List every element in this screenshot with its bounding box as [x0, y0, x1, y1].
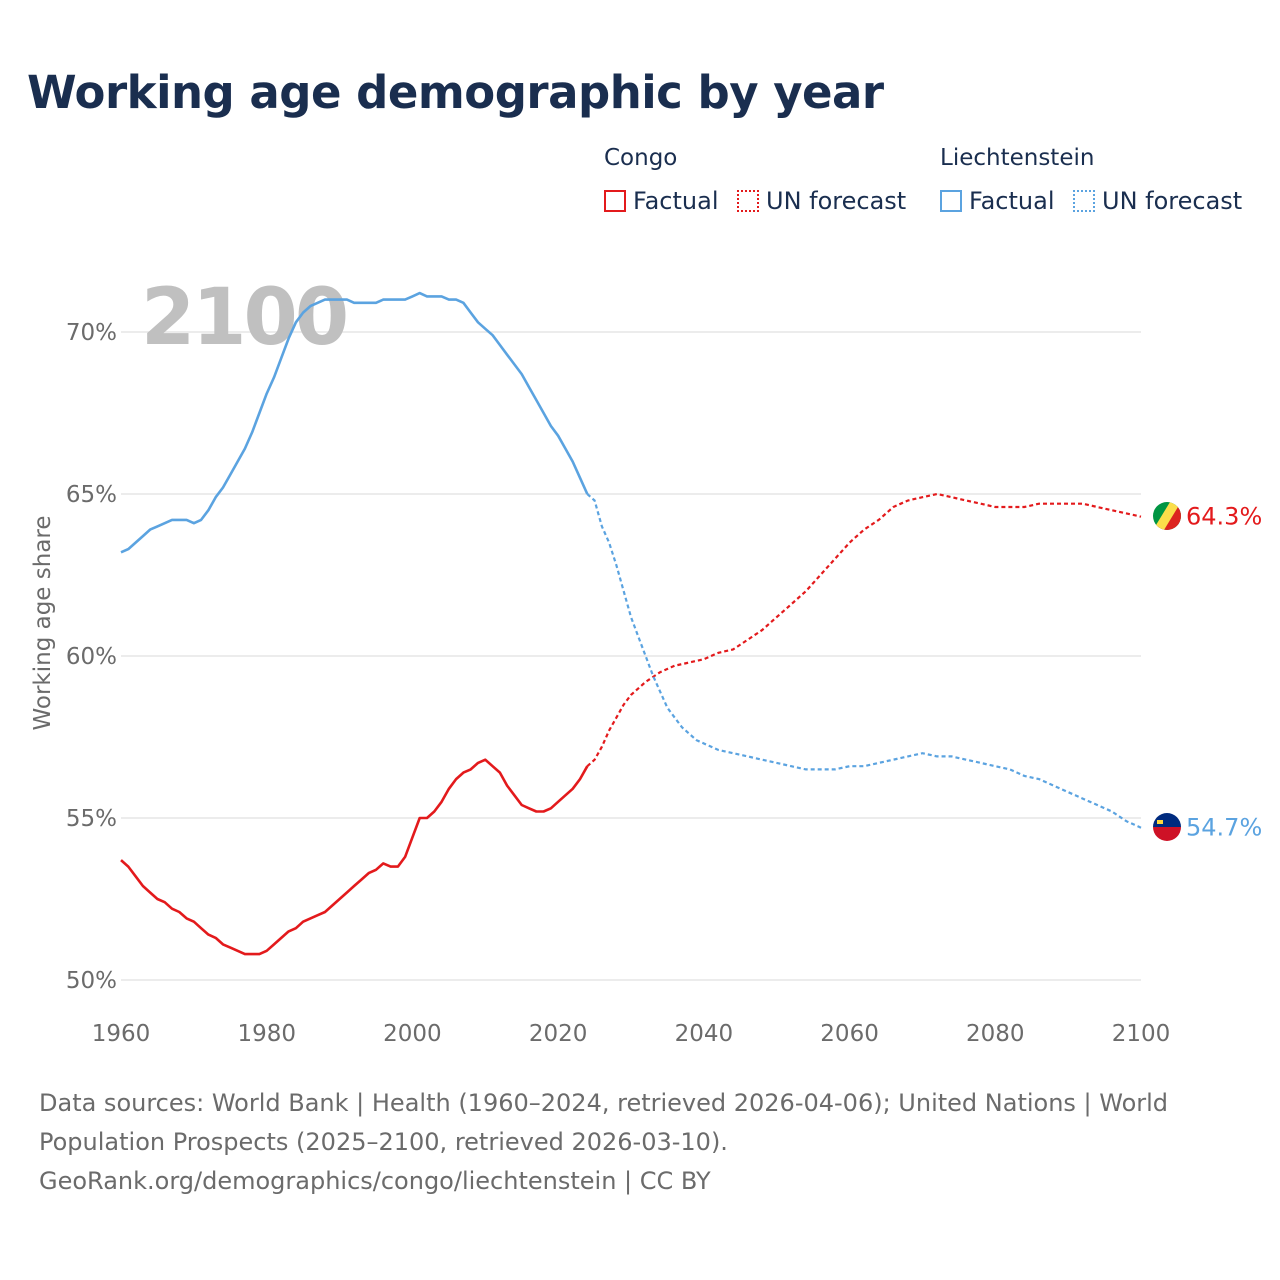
legend-label-congo-factual: Factual: [633, 187, 719, 215]
y-tick-label: 50%: [66, 968, 117, 994]
legend-liechtenstein-forecast[interactable]: UN forecast: [1073, 186, 1242, 216]
series-lines: [120, 291, 1142, 956]
footer-sources-line2: Population Prospects (2025–2100, retriev…: [39, 1128, 728, 1156]
x-tick-label: 2060: [820, 1021, 879, 1047]
y-axis-label: Working age share: [30, 515, 56, 730]
y-axis-ticks: 50% 55% 60% 65% 70%: [66, 320, 117, 994]
legend-swatch-congo-factual: [604, 190, 626, 212]
x-tick-label: 1960: [92, 1021, 151, 1047]
legend-label-liechtenstein-factual: Factual: [969, 187, 1055, 215]
legend-label-liechtenstein-forecast: UN forecast: [1102, 187, 1243, 215]
x-tick-label: 1980: [237, 1021, 296, 1047]
footer-sources-line1: Data sources: World Bank | Health (1960–…: [39, 1089, 1169, 1117]
legend-group-congo: Congo: [604, 145, 678, 171]
liechtenstein-end-label: 54.7%: [1186, 814, 1262, 842]
legend-swatch-congo-forecast: [737, 190, 759, 212]
legend-group-liechtenstein: Liechtenstein: [940, 145, 1095, 171]
end-labels: 64.3% 54.7%: [1186, 503, 1262, 842]
legend-swatch-liechtenstein-forecast: [1073, 190, 1095, 212]
x-tick-label: 2020: [529, 1021, 588, 1047]
legend-swatch-liechtenstein-factual: [940, 190, 962, 212]
y-tick-label: 65%: [66, 482, 117, 508]
liechtenstein-flag-icon: [1153, 813, 1181, 841]
liechtenstein-forecast-line[interactable]: [586, 493, 1142, 829]
congo-flag-icon: [1153, 502, 1181, 530]
congo-end-label: 64.3%: [1186, 503, 1262, 531]
x-tick-label: 2080: [966, 1021, 1025, 1047]
congo-factual-line[interactable]: [120, 758, 589, 956]
gridlines: [121, 331, 1141, 981]
y-tick-label: 70%: [66, 320, 117, 346]
chart-title: Working age demographic by year: [27, 66, 884, 119]
x-tick-label: 2000: [383, 1021, 442, 1047]
footer-source-link[interactable]: GeoRank.org/demographics/congo/liechtens…: [39, 1167, 711, 1195]
y-tick-label: 60%: [66, 644, 117, 670]
line-chart: 50% 55% 60% 65% 70% 1960 1980 2000 2020 2040 2060…: [30, 273, 1262, 1047]
x-axis-ticks: 1960 1980 2000 2020 2040 2060 2080 2100: [92, 1021, 1171, 1047]
y-tick-label: 55%: [66, 806, 117, 832]
x-tick-label: 2100: [1112, 1021, 1171, 1047]
legend-liechtenstein-factual[interactable]: Factual: [940, 186, 1055, 216]
legend-congo-factual[interactable]: Factual: [604, 186, 719, 216]
legend-label-congo-forecast: UN forecast: [766, 187, 907, 215]
congo-forecast-line[interactable]: [586, 492, 1142, 768]
liechtenstein-factual-line[interactable]: [120, 291, 589, 554]
legend-congo-forecast[interactable]: UN forecast: [737, 186, 906, 216]
x-tick-label: 2040: [675, 1021, 734, 1047]
year-watermark: 2100: [141, 273, 346, 363]
